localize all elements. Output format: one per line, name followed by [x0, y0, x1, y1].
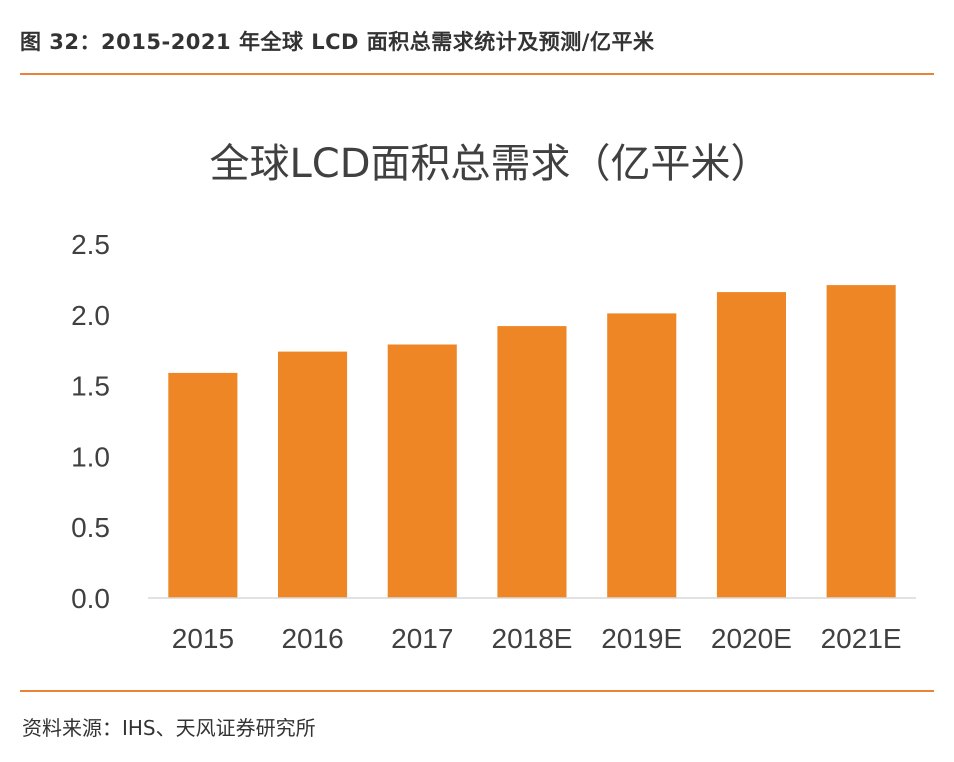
x-tick-label: 2021E [821, 623, 902, 654]
x-tick-label: 2020E [711, 623, 792, 654]
x-axis-ticks: 2015 2016 2017 2018E 2019E 2020E 2021E [172, 623, 902, 654]
bar-2016 [278, 351, 348, 598]
x-tick-label: 2016 [281, 623, 343, 654]
y-tick-label: 0.5 [71, 512, 110, 543]
bar-2015 [168, 372, 238, 598]
bar-2019E [607, 313, 677, 598]
bar-chart: 全球LCD面积总需求（亿平米） 0.00.51.01.52.02.5 2015 2… [71, 141, 916, 654]
y-tick-label: 2.0 [71, 300, 110, 331]
y-tick-label: 1.5 [71, 371, 110, 402]
header-divider [20, 73, 934, 75]
y-tick-label: 1.0 [71, 441, 110, 472]
bar-2018E [497, 326, 567, 598]
x-tick-label: 2018E [492, 623, 573, 654]
bar-2021E [826, 285, 896, 598]
x-tick-label: 2015 [172, 623, 234, 654]
bar-2017 [387, 344, 457, 598]
y-tick-label: 2.5 [71, 229, 110, 260]
chart-container: 全球LCD面积总需求（亿平米） 0.0 0.5 1.0 1.5 2.0 2.5 2015 2… [0, 80, 954, 680]
source-note: 资料来源：IHS、天风证券研究所 [22, 716, 316, 740]
figure-title: 图 32：2015-2021 年全球 LCD 面积总需求统计及预测/亿平米 [20, 30, 655, 54]
bar-2020E [716, 292, 786, 598]
y-tick-label: 0.0 [71, 583, 110, 614]
y-axis-ticks: 0.0 0.5 1.0 1.5 2.0 2.5 [71, 229, 110, 614]
x-tick-label: 2019E [601, 623, 682, 654]
footer-divider [20, 690, 934, 692]
chart-title: 全球LCD面积总需求（亿平米） [209, 141, 770, 187]
x-tick-label: 2017 [391, 623, 453, 654]
bars-group [168, 285, 896, 598]
